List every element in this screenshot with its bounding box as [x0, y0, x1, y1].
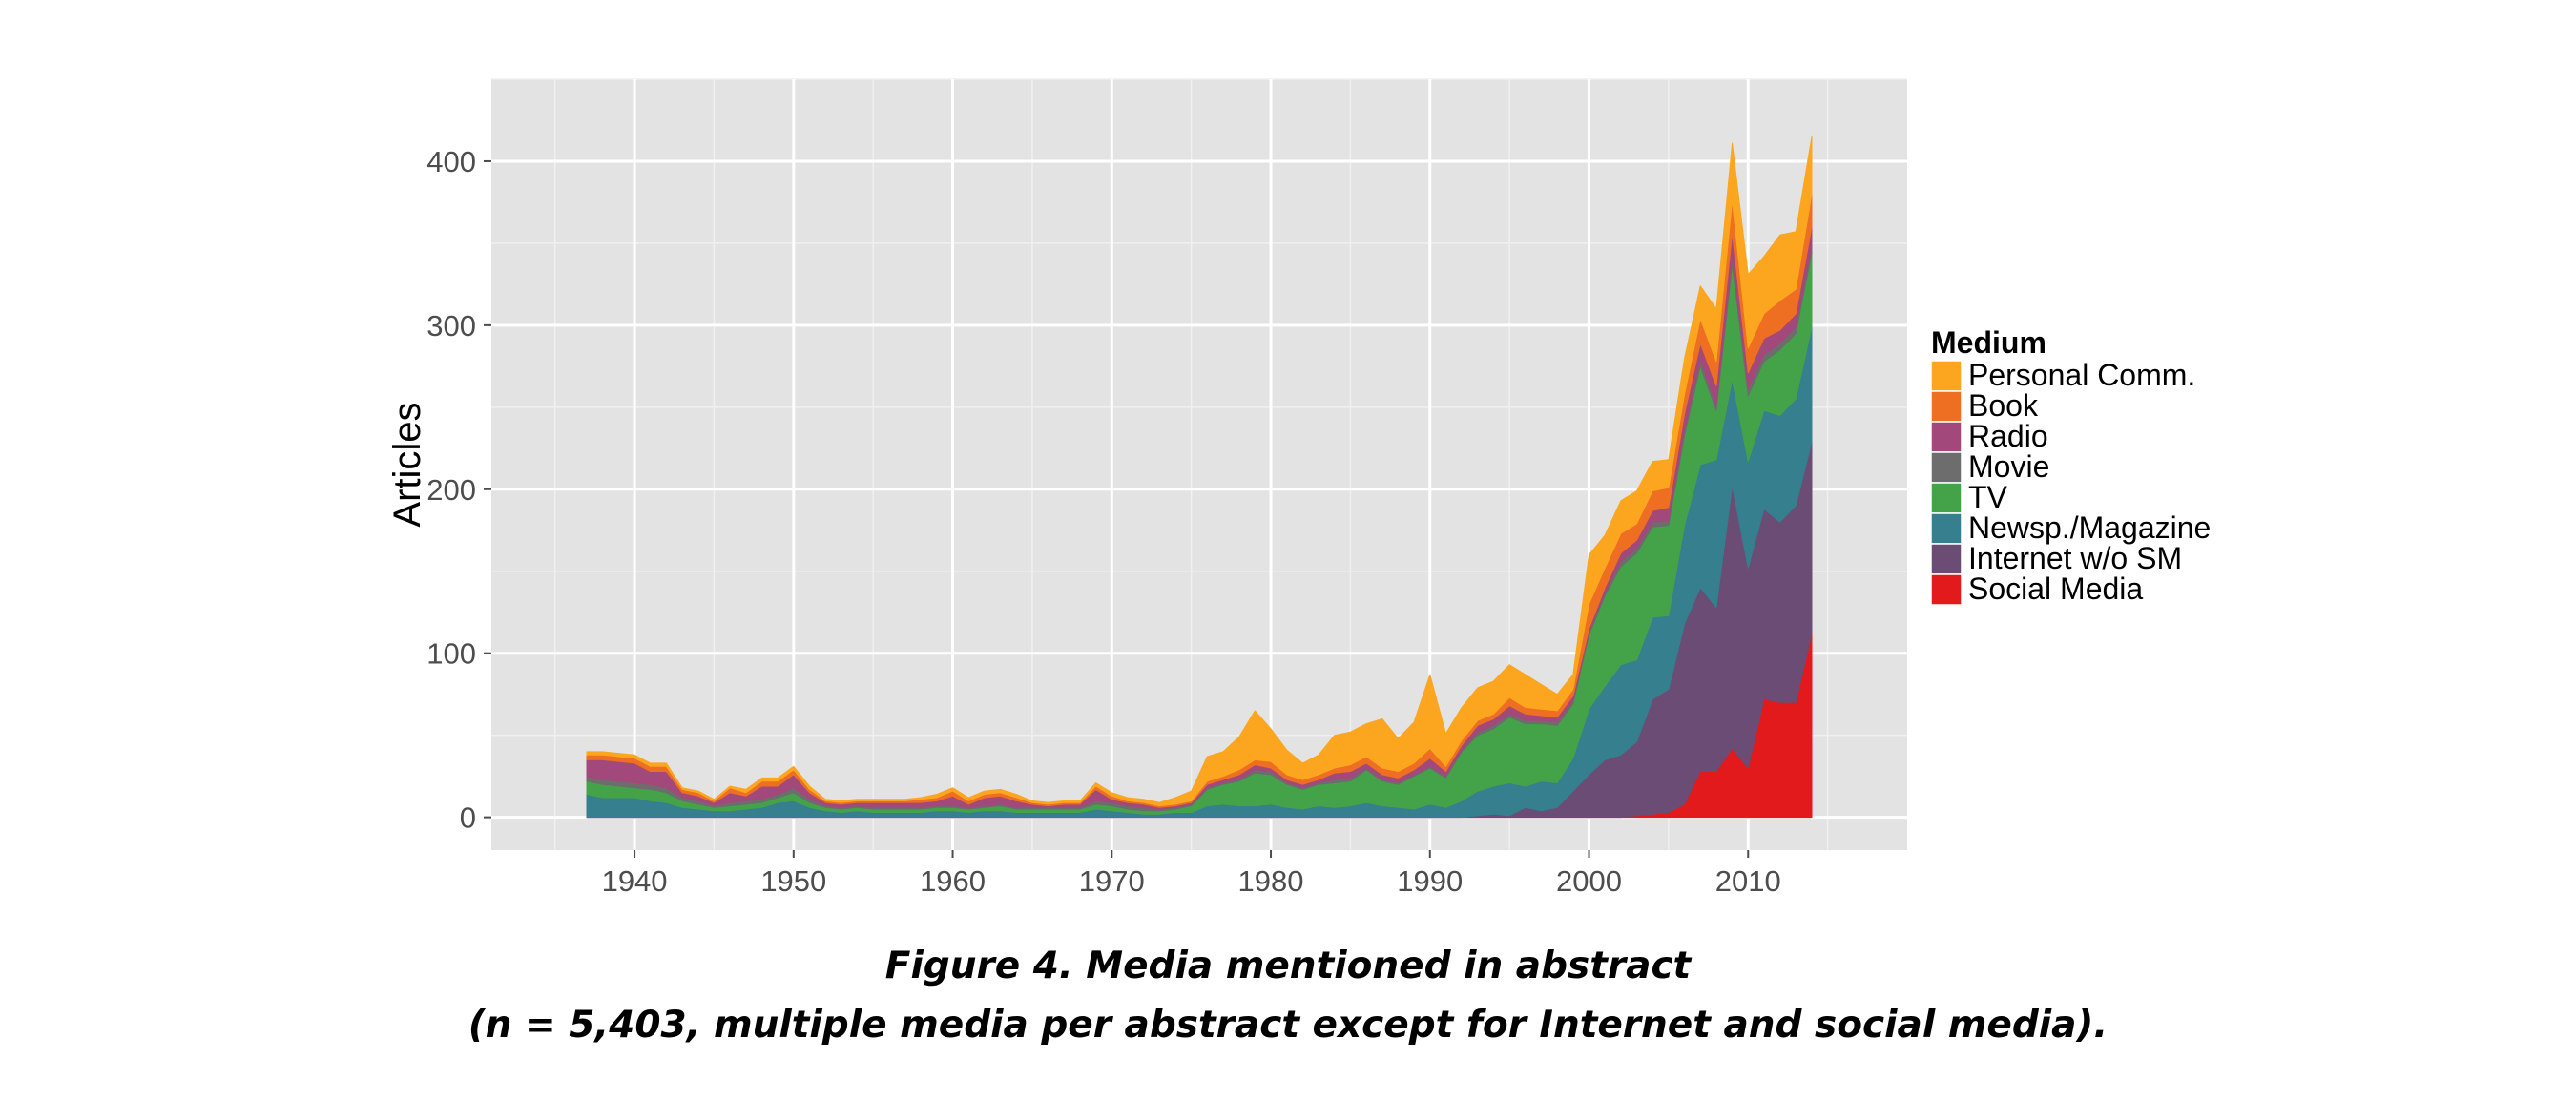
x-tick-label: 1960	[920, 864, 986, 898]
legend-key-book	[1930, 390, 1963, 423]
legend-key-internet-w-o-sm	[1930, 543, 1963, 575]
area-series	[586, 135, 1813, 819]
x-tick-label: 2010	[1715, 864, 1781, 898]
legend-title: Medium	[1931, 325, 2046, 360]
y-tick-label: 300	[426, 309, 476, 343]
x-axis: 1940 1950 1960 1970 1980 1990 2000 2010	[602, 850, 1781, 898]
legend-label-tv: TV	[1968, 480, 2008, 514]
x-tick-label: 1990	[1397, 864, 1463, 898]
legend-label-radio: Radio	[1968, 419, 2048, 453]
legend-key-personal-comm	[1930, 360, 1963, 392]
legend-label-book: Book	[1968, 388, 2039, 423]
y-tick-label: 200	[426, 473, 476, 507]
figure-caption-note: (n = 5,403, multiple media per abstract …	[467, 1004, 2109, 1047]
legend-label-newsp-magazine: Newsp./Magazine	[1968, 510, 2211, 545]
y-tick-label: 100	[426, 637, 476, 671]
legend-key-movie	[1930, 451, 1963, 484]
x-tick-label: 1940	[602, 864, 668, 898]
figure-caption-title: Figure 4. Media mentioned in abstract	[884, 945, 1692, 987]
legend-label-personal-comm: Personal Comm.	[1968, 358, 2195, 392]
y-tick-label: 400	[426, 145, 476, 178]
legend-key-radio	[1930, 421, 1963, 453]
y-tick-label: 0	[460, 801, 476, 835]
legend-label-social-media: Social Media	[1968, 571, 2143, 606]
legend-key-tv	[1930, 482, 1963, 514]
legend-key-social-media	[1930, 573, 1963, 606]
legend-key-newsp-magazine	[1930, 512, 1963, 545]
x-tick-label: 1980	[1238, 864, 1304, 898]
legend-label-internet-w-o-sm: Internet w/o SM	[1968, 541, 2182, 575]
y-axis-title: Articles	[386, 402, 428, 527]
x-tick-label: 2000	[1556, 864, 1622, 898]
legend-label-movie: Movie	[1968, 449, 2049, 484]
area-personal-comm	[586, 135, 1813, 807]
legend: Medium Personal Comm.BookRadioMovieTVNew…	[1930, 325, 2211, 606]
x-tick-label: 1970	[1079, 864, 1145, 898]
y-axis: 0 100 200 300 400	[426, 145, 491, 835]
x-tick-label: 1950	[760, 864, 826, 898]
